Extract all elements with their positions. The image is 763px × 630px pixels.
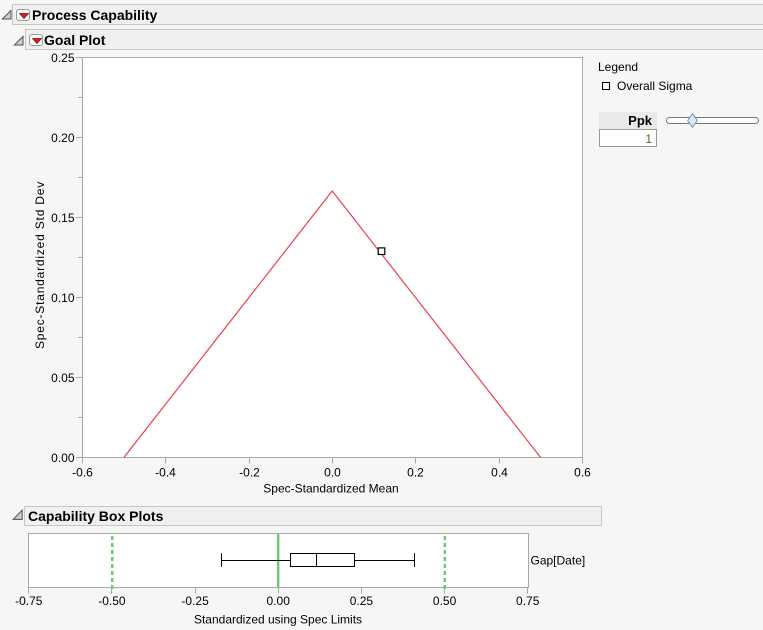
svg-text:0.00: 0.00 [51, 451, 75, 465]
svg-text:0.00: 0.00 [267, 594, 291, 608]
svg-text:0.6: 0.6 [574, 466, 591, 480]
svg-text:0.2: 0.2 [407, 466, 424, 480]
svg-text:-0.25: -0.25 [181, 594, 209, 608]
svg-text:-0.6: -0.6 [72, 466, 93, 480]
svg-text:Standardized using Spec Limits: Standardized using Spec Limits [194, 613, 362, 627]
svg-text:0.75: 0.75 [516, 594, 540, 608]
svg-text:0.05: 0.05 [51, 371, 75, 385]
svg-text:Spec-Standardized Mean: Spec-Standardized Mean [263, 482, 398, 496]
svg-text:0.4: 0.4 [491, 466, 508, 480]
svg-text:0.10: 0.10 [51, 291, 75, 305]
svg-text:0.0: 0.0 [324, 466, 341, 480]
svg-text:-0.2: -0.2 [239, 466, 260, 480]
svg-text:Spec-Standardized Std Dev: Spec-Standardized Std Dev [33, 181, 47, 349]
svg-text:0.20: 0.20 [51, 131, 75, 145]
svg-text:0.25: 0.25 [350, 594, 374, 608]
svg-text:-0.75: -0.75 [15, 594, 43, 608]
svg-text:0.15: 0.15 [51, 211, 75, 225]
svg-text:0.50: 0.50 [433, 594, 457, 608]
svg-text:-0.4: -0.4 [155, 466, 176, 480]
svg-text:0.25: 0.25 [51, 51, 75, 65]
svg-text:-0.50: -0.50 [98, 594, 126, 608]
svg-text:Gap[Date]: Gap[Date] [531, 554, 586, 568]
